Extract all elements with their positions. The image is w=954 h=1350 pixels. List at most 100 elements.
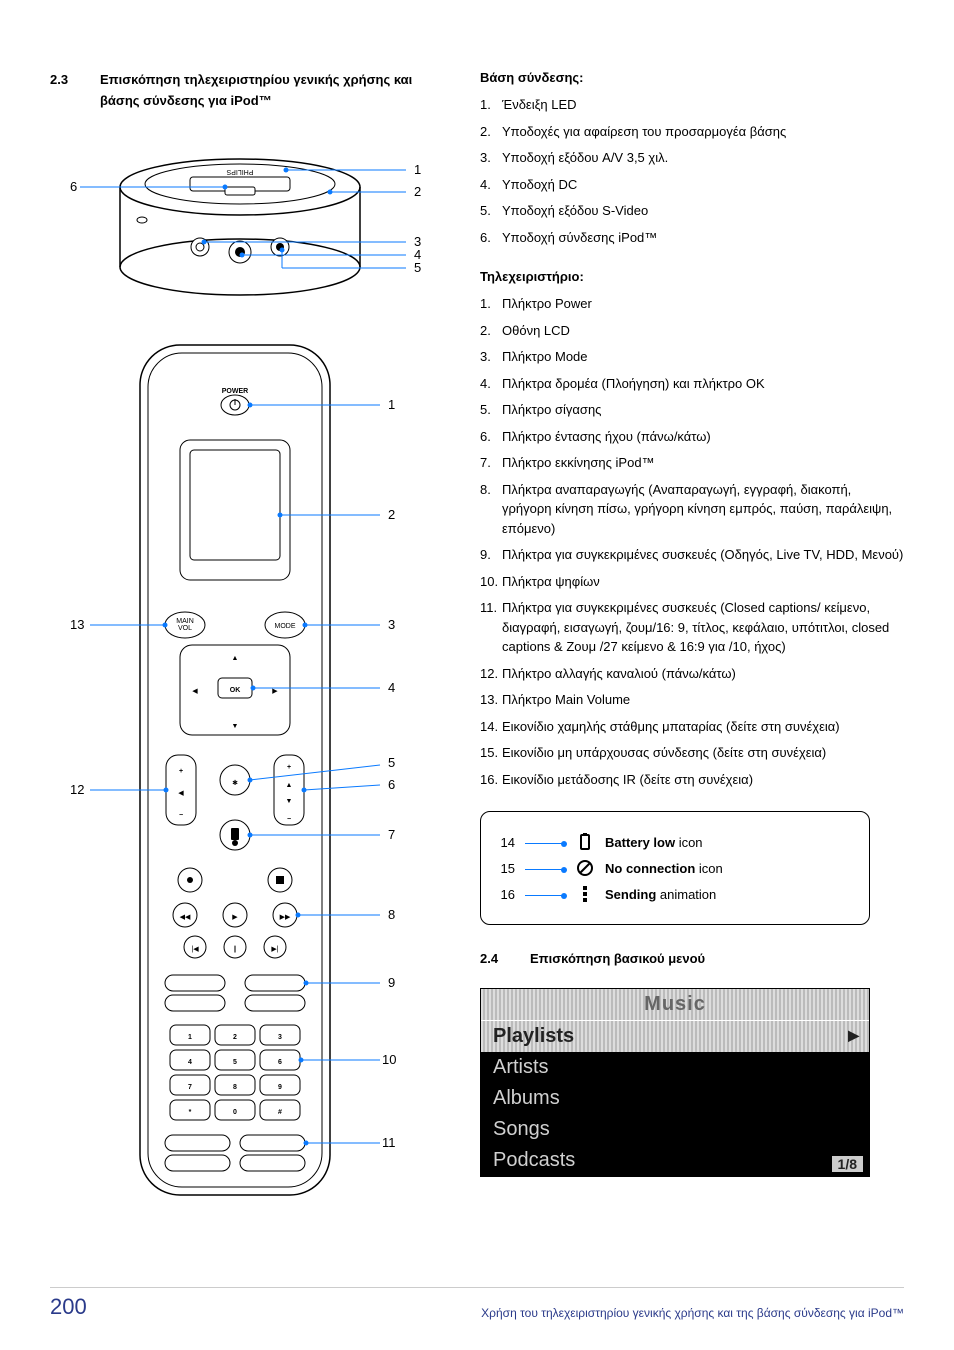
section-2-3-heading: 2.3 Επισκόπηση τηλεχειριστηρίου γενικής …	[50, 70, 450, 112]
list-item: 14.Εικονίδιο χαμηλής στάθμης μπαταρίας (…	[480, 717, 904, 737]
svg-text:8: 8	[233, 1084, 237, 1091]
menu-counter: 1/8	[832, 1156, 863, 1172]
list-item: 12.Πλήκτρο αλλαγής καναλιού (πάνω/κάτω)	[480, 664, 904, 684]
menu-item: Playlists	[481, 1021, 869, 1052]
svg-text:9: 9	[388, 975, 395, 990]
svg-text:11: 11	[382, 1135, 396, 1150]
svg-text:10: 10	[382, 1052, 396, 1067]
dock-diagram: PHILIPS 1 2 3 4 5 6	[70, 132, 430, 305]
svg-text:VOL: VOL	[178, 625, 192, 632]
svg-text:6: 6	[70, 179, 77, 194]
svg-text:◀◀: ◀◀	[180, 914, 191, 921]
svg-text:✱: ✱	[232, 779, 238, 787]
list-item: 1.Πλήκτρο Power	[480, 294, 904, 314]
list-item: 9.Πλήκτρα για συγκεκριμένες συσκευές (Οδ…	[480, 545, 904, 565]
svg-text:▼: ▼	[286, 798, 293, 805]
section-number: 2.3	[50, 70, 80, 112]
menu-item: Podcasts	[481, 1145, 869, 1176]
dock-heading: Βάση σύνδεσης:	[480, 70, 904, 85]
icon-row: 16Sending animation	[495, 884, 851, 904]
svg-text:#: #	[278, 1109, 282, 1116]
svg-text:+: +	[179, 768, 183, 775]
remote-list: 1.Πλήκτρο Power 2.Οθόνη LCD 3.Πλήκτρο Mode…	[480, 294, 904, 789]
list-item: 10.Πλήκτρα ψηφίων	[480, 572, 904, 592]
svg-text:9: 9	[278, 1084, 282, 1091]
svg-text:▶▶: ▶▶	[280, 914, 291, 921]
svg-text:3: 3	[388, 617, 395, 632]
svg-text:▶: ▶	[272, 688, 278, 695]
list-item: 7.Πλήκτρο εκκίνησης iPod™	[480, 453, 904, 473]
svg-text:▶|: ▶|	[271, 946, 278, 953]
svg-text:OK: OK	[230, 687, 241, 694]
svg-text:1: 1	[388, 397, 395, 412]
svg-text:◀: ◀	[192, 688, 198, 695]
list-item: 6.Πλήκτρο έντασης ήχου (πάνω/κάτω)	[480, 427, 904, 447]
list-item: 3.Υποδοχή εξόδου A/V 3,5 χιλ.	[480, 148, 904, 168]
svg-text:1: 1	[188, 1034, 192, 1041]
page-footer: 200 Χρήση του τηλεχειριστηρίου γενικής χ…	[50, 1287, 904, 1320]
list-item: 5.Πλήκτρο σίγασης	[480, 400, 904, 420]
menu-item: Albums	[481, 1083, 869, 1114]
remote-diagram: POWER MAINVOL MODE OK ▲ ▼ ◀ ▶	[70, 335, 430, 1218]
svg-text:4: 4	[388, 680, 395, 695]
list-item: 5.Υποδοχή εξόδου S-Video	[480, 201, 904, 221]
svg-text:|◀: |◀	[191, 946, 199, 953]
section-title: Επισκόπηση τηλεχειριστηρίου γενικής χρήσ…	[100, 70, 450, 112]
list-item: 8.Πλήκτρα αναπαραγωγής (Αναπαραγωγή, εγγ…	[480, 480, 904, 539]
svg-text:5: 5	[414, 260, 421, 275]
list-item: 16.Εικονίδιο μετάδοσης IR (δείτε στη συν…	[480, 770, 904, 790]
svg-text:◀: ◀	[178, 790, 184, 797]
svg-text:2: 2	[233, 1034, 237, 1041]
svg-text:▶: ▶	[232, 914, 238, 921]
list-item: 13.Πλήκτρο Main Volume	[480, 690, 904, 710]
list-item: 2.Οθόνη LCD	[480, 321, 904, 341]
svg-text:12: 12	[70, 782, 84, 797]
icon-indicator-box: 14Battery low icon 15No connection icon 16…	[480, 811, 870, 925]
list-item: 1.Ένδειξη LED	[480, 95, 904, 115]
list-item: 4.Πλήκτρα δρομέα (Πλοήγηση) και πλήκτρο …	[480, 374, 904, 394]
svg-text:5: 5	[388, 755, 395, 770]
list-item: 11.Πλήκτρα για συγκεκριμένες συσκευές (C…	[480, 598, 904, 657]
svg-text:MAIN: MAIN	[176, 618, 194, 625]
svg-text:7: 7	[388, 827, 395, 842]
menu-item: Songs	[481, 1114, 869, 1145]
svg-text:▼: ▼	[232, 723, 239, 730]
svg-text:MODE: MODE	[275, 623, 296, 630]
remote-heading: Τηλεχειριστήριο:	[480, 269, 904, 284]
svg-text:▲: ▲	[232, 655, 239, 662]
svg-text:8: 8	[388, 907, 395, 922]
menu-item: Artists	[481, 1052, 869, 1083]
svg-text:*: *	[189, 1109, 192, 1116]
svg-text:3: 3	[278, 1034, 282, 1041]
svg-text:0: 0	[233, 1109, 237, 1116]
list-item: 3.Πλήκτρο Mode	[480, 347, 904, 367]
svg-text:POWER: POWER	[222, 388, 248, 395]
icon-row: 14Battery low icon	[495, 832, 851, 852]
svg-text:2: 2	[388, 507, 395, 522]
svg-text:5: 5	[233, 1059, 237, 1066]
list-item: 4.Υποδοχή DC	[480, 175, 904, 195]
svg-text:6: 6	[388, 777, 395, 792]
icon-row: 15No connection icon	[495, 858, 851, 878]
page-number: 200	[50, 1294, 87, 1320]
list-item: 15.Εικονίδιο μη υπάρχουσας σύνδεσης (δεί…	[480, 743, 904, 763]
dock-list: 1.Ένδειξη LED 2.Υποδοχές για αφαίρεση του…	[480, 95, 904, 247]
svg-text:6: 6	[278, 1059, 282, 1066]
section-number: 2.4	[480, 949, 510, 970]
list-item: 6.Υποδοχή σύνδεσης iPod™	[480, 228, 904, 248]
svg-text:−: −	[179, 812, 183, 819]
svg-text:13: 13	[70, 617, 84, 632]
footer-text: Χρήση του τηλεχειριστηρίου γενικής χρήση…	[481, 1306, 904, 1320]
svg-text:2: 2	[414, 184, 421, 199]
svg-text:4: 4	[188, 1059, 192, 1066]
menu-title: Music	[481, 989, 869, 1021]
svg-text:+: +	[287, 764, 291, 771]
brand-label: PHILIPS	[226, 168, 253, 175]
svg-text:∥: ∥	[233, 945, 237, 953]
section-title: Επισκόπηση βασικού μενού	[530, 949, 904, 970]
menu-screenshot: Music PlaylistsArtistsAlbumsSongsPodcast…	[480, 988, 870, 1177]
section-2-4-heading: 2.4 Επισκόπηση βασικού μενού	[480, 949, 904, 970]
svg-text:7: 7	[188, 1084, 192, 1091]
svg-text:1: 1	[414, 162, 421, 177]
list-item: 2.Υποδοχές για αφαίρεση του προσαρμογέα …	[480, 122, 904, 142]
